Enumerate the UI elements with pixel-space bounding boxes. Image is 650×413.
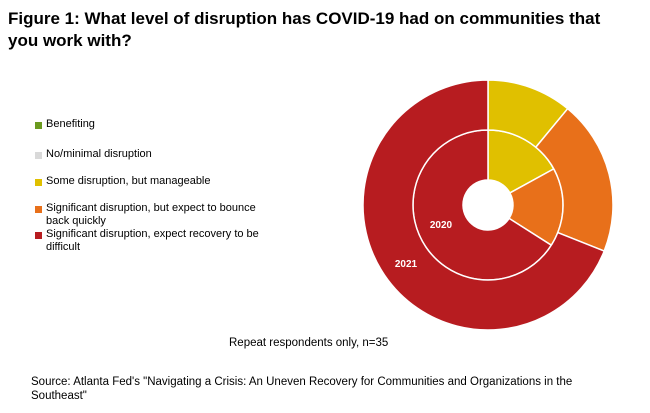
ring-label-2021: 2021 (395, 259, 418, 270)
sample-note: Repeat respondents only, n=35 (229, 337, 389, 349)
legend-label: Significant disruption, but expect to bo… (46, 202, 256, 227)
source-note: Source: Atlanta Fed's "Navigating a Cris… (31, 376, 573, 402)
legend-swatch (35, 152, 42, 159)
legend-item: Significant disruption, expect recovery … (35, 228, 275, 254)
ring-label-2020: 2020 (430, 220, 453, 231)
donut-slice-2021 (362, 79, 606, 331)
legend-item: Significant disruption, but expect to bo… (35, 202, 275, 228)
legend-swatch (35, 179, 42, 186)
legend-item: Benefiting (35, 118, 95, 131)
legend-label: No/minimal disruption (46, 148, 152, 160)
chart-title: Figure 1: What level of disruption has C… (8, 9, 601, 50)
legend-swatch (35, 122, 42, 129)
legend-label: Benefiting (46, 118, 95, 130)
legend-item: No/minimal disruption (35, 148, 152, 161)
legend-label: Some disruption, but manageable (46, 175, 211, 187)
legend-swatch (35, 206, 42, 213)
legend-label: Significant disruption, expect recovery … (46, 228, 259, 253)
legend-swatch (35, 232, 42, 239)
legend-item: Some disruption, but manageable (35, 175, 211, 188)
